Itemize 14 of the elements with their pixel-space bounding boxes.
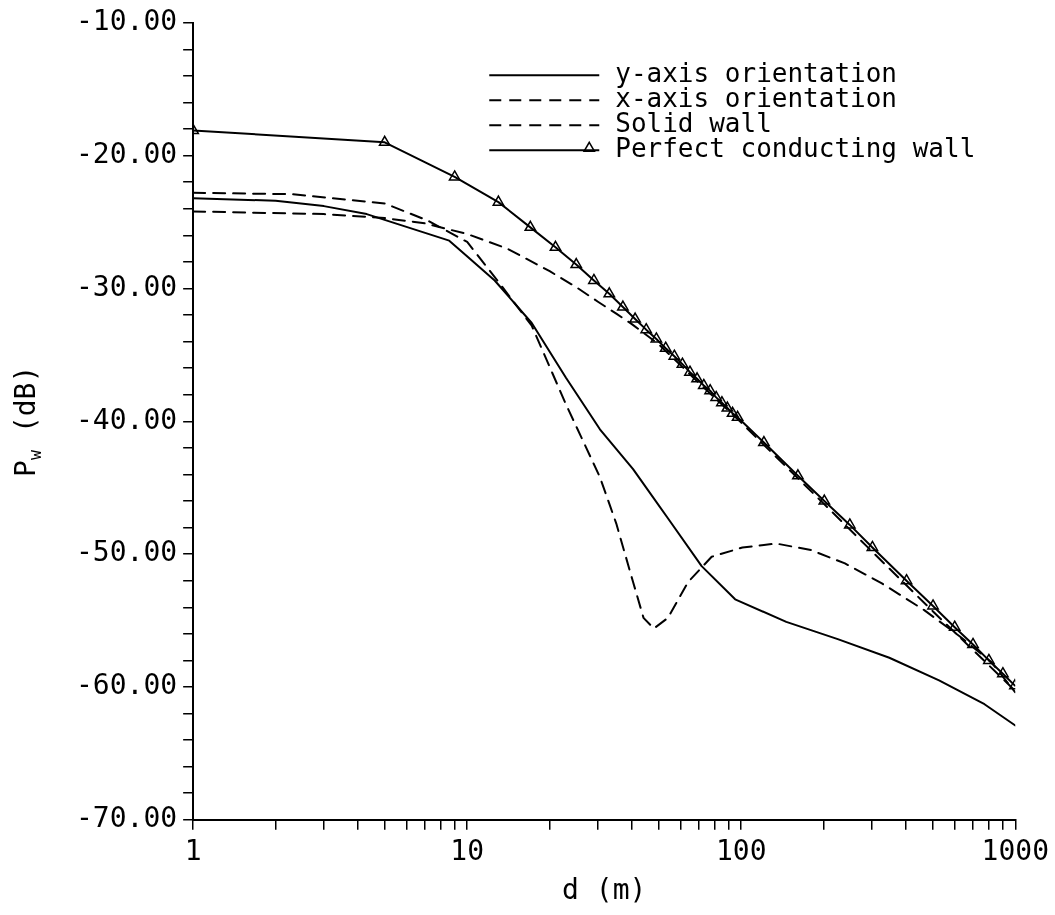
y-tick-label: -10.00 <box>75 4 178 38</box>
y-axis-title: Pw (dB) <box>9 365 45 477</box>
y-tick-label: -70.00 <box>75 801 178 835</box>
y-tick-label: -30.00 <box>75 269 178 303</box>
x-tick-label: 1000 <box>981 833 1049 867</box>
y-tick-label: -50.00 <box>75 535 178 569</box>
legend-label: Perfect conducting wall <box>615 133 976 164</box>
y-tick-label: -20.00 <box>75 136 178 170</box>
x-tick-label: 1 <box>184 833 202 867</box>
y-tick-label: -60.00 <box>75 668 178 702</box>
x-tick-label: 100 <box>715 833 767 867</box>
x-tick-label: 10 <box>450 833 485 867</box>
y-tick-label: -40.00 <box>75 402 178 436</box>
x-axis-title: d (m) <box>562 873 647 907</box>
